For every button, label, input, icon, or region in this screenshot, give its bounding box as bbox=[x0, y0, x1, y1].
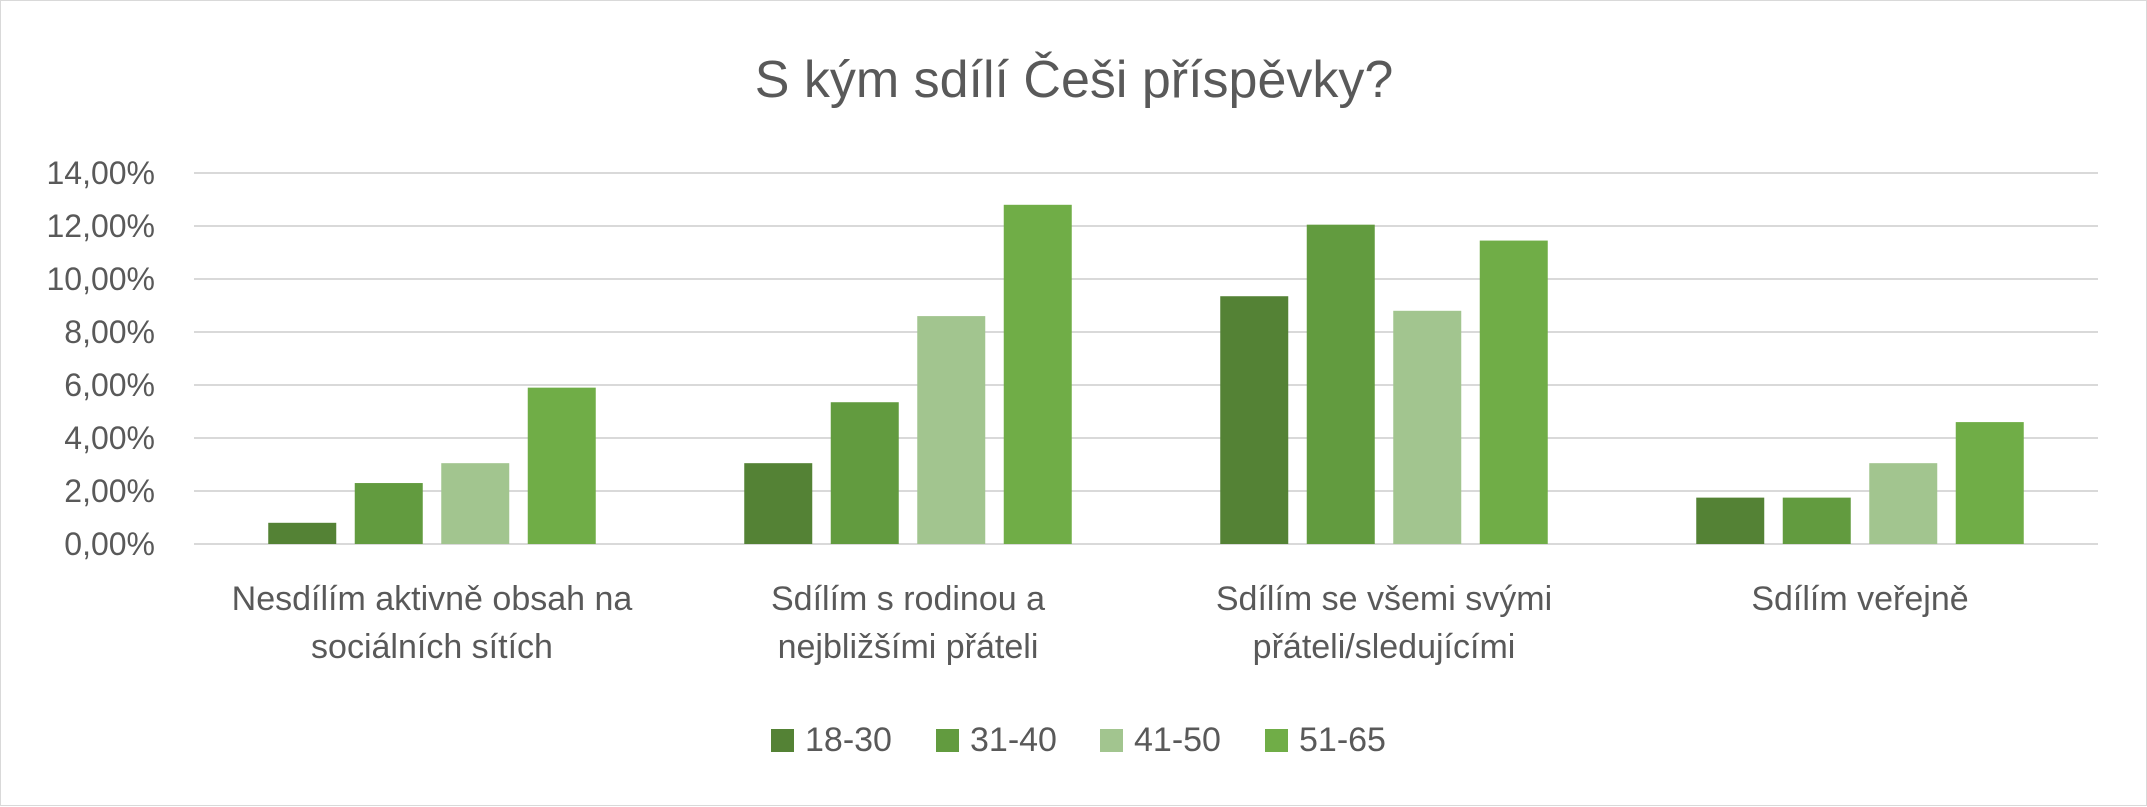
legend-label-41-50: 41-50 bbox=[1134, 721, 1221, 759]
legend-swatch-41-50 bbox=[1100, 729, 1123, 752]
chart-title: S kým sdílí Češi příspěvky? bbox=[755, 51, 1394, 109]
bar-31-40-cat-2 bbox=[830, 402, 899, 544]
legend-label-51-65: 51-65 bbox=[1299, 721, 1386, 759]
bar-51-65-cat-1 bbox=[527, 387, 596, 544]
legend-swatch-18-30 bbox=[771, 729, 794, 752]
y-tick-label: 14,00% bbox=[46, 155, 155, 191]
category-label: Sdílím veřejně bbox=[1751, 580, 1968, 618]
bar-51-65-cat-4 bbox=[1955, 422, 2024, 544]
category-label: nejbližšími přáteli bbox=[778, 628, 1039, 666]
bar-41-50-cat-1 bbox=[441, 463, 510, 544]
bars bbox=[268, 204, 2024, 545]
legend-swatch-51-65 bbox=[1265, 729, 1288, 752]
y-tick-label: 4,00% bbox=[64, 420, 155, 456]
bar-41-50-cat-4 bbox=[1869, 463, 1938, 544]
y-tick-label: 10,00% bbox=[46, 261, 155, 297]
category-label: Nesdílím aktivně obsah na bbox=[232, 580, 633, 618]
legend-label-31-40: 31-40 bbox=[970, 721, 1057, 759]
bar-31-40-cat-3 bbox=[1306, 224, 1375, 545]
category-label: sociálních sítích bbox=[311, 628, 553, 666]
category-label: Sdílím s rodinou a bbox=[771, 580, 1045, 618]
bar-41-50-cat-2 bbox=[917, 316, 986, 544]
bar-18-30-cat-4 bbox=[1696, 497, 1765, 544]
legend-label-18-30: 18-30 bbox=[805, 721, 892, 759]
y-tick-label: 6,00% bbox=[64, 367, 155, 403]
bar-31-40-cat-1 bbox=[354, 483, 423, 544]
legend: 18-30 31-40 41-50 51-65 bbox=[771, 721, 1386, 759]
bar-31-40-cat-4 bbox=[1782, 497, 1851, 544]
y-tick-label: 2,00% bbox=[64, 473, 155, 509]
bar-18-30-cat-2 bbox=[744, 463, 813, 544]
category-label: přáteli/sledujícími bbox=[1253, 628, 1516, 666]
y-axis-ticks: 0,00% 2,00% 4,00% 6,00% 8,00% 10,00% 12,00% 14,… bbox=[46, 155, 155, 562]
bar-51-65-cat-2 bbox=[1003, 204, 1072, 545]
legend-swatch-31-40 bbox=[936, 729, 959, 752]
category-labels: Nesdílím aktivně obsah na sociálních sítí… bbox=[232, 580, 1969, 666]
bar-41-50-cat-3 bbox=[1393, 310, 1462, 544]
y-tick-label: 0,00% bbox=[64, 526, 155, 562]
y-tick-label: 8,00% bbox=[64, 314, 155, 350]
gridlines bbox=[194, 172, 2098, 545]
y-tick-label: 12,00% bbox=[46, 208, 155, 244]
bar-18-30-cat-1 bbox=[268, 522, 337, 544]
category-label: Sdílím se všemi svými bbox=[1216, 580, 1552, 618]
bar-18-30-cat-3 bbox=[1220, 296, 1289, 544]
bar-51-65-cat-3 bbox=[1479, 240, 1548, 544]
